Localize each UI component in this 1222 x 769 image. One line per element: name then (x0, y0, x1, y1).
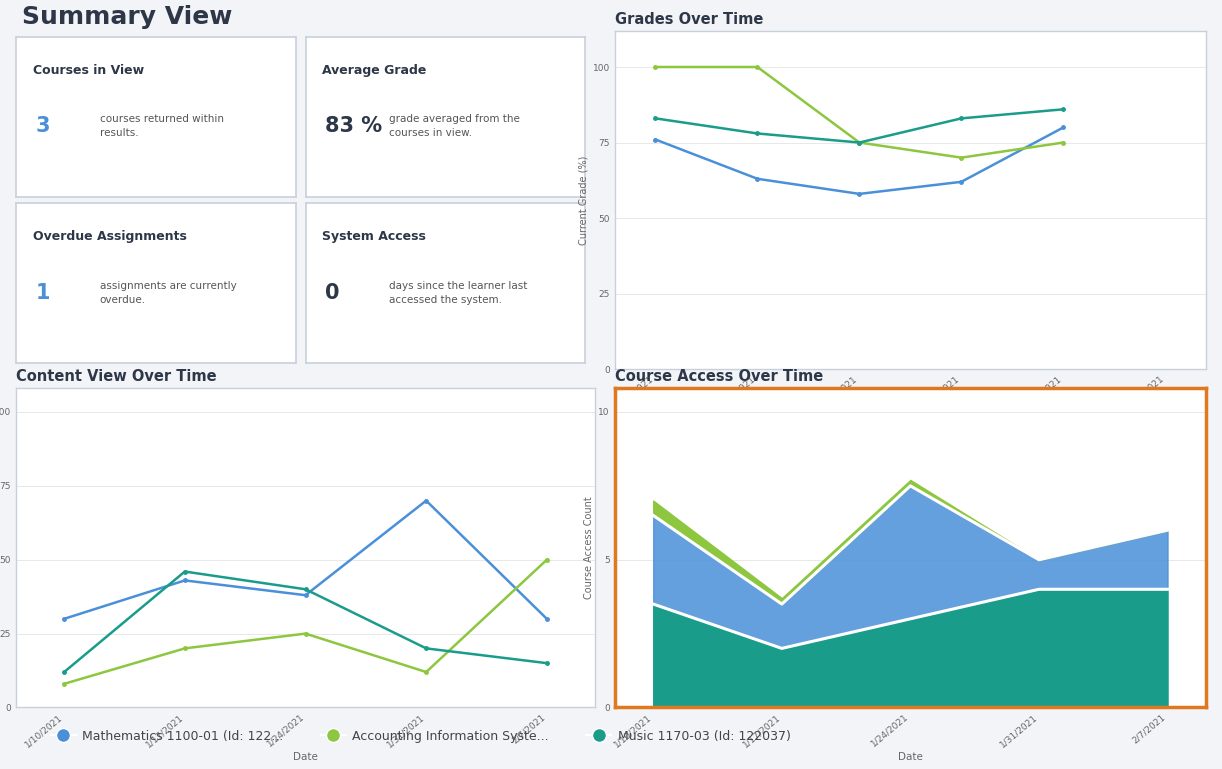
Legend: Mathematics 1100-01 (Id: 122..., Accounting Information Syste..., Music 1170-03 : Mathematics 1100-01 (Id: 122..., Account… (46, 725, 796, 747)
Text: Course Access Over Time: Course Access Over Time (615, 369, 822, 384)
Text: grade averaged from the
courses in view.: grade averaged from the courses in view. (390, 115, 521, 138)
Text: Summary View: Summary View (22, 5, 232, 29)
Text: Courses in View: Courses in View (33, 64, 144, 77)
X-axis label: Date: Date (293, 751, 318, 761)
Text: 83 %: 83 % (325, 116, 382, 136)
Y-axis label: Course Access Count: Course Access Count (584, 497, 594, 599)
Text: Overdue Assignments: Overdue Assignments (33, 230, 187, 243)
Text: System Access: System Access (323, 230, 426, 243)
Text: 0: 0 (325, 282, 340, 302)
Text: 1: 1 (35, 282, 50, 302)
Text: Average Grade: Average Grade (323, 64, 426, 77)
X-axis label: Date: Date (898, 751, 923, 761)
Text: Grades Over Time: Grades Over Time (615, 12, 763, 27)
X-axis label: Date: Date (898, 413, 923, 423)
Text: Content View Over Time: Content View Over Time (16, 369, 216, 384)
Text: days since the learner last
accessed the system.: days since the learner last accessed the… (390, 281, 528, 305)
Text: 3: 3 (35, 116, 50, 136)
Text: courses returned within
results.: courses returned within results. (100, 115, 224, 138)
Text: assignments are currently
overdue.: assignments are currently overdue. (100, 281, 237, 305)
Y-axis label: Current Grade (%): Current Grade (%) (578, 155, 588, 245)
